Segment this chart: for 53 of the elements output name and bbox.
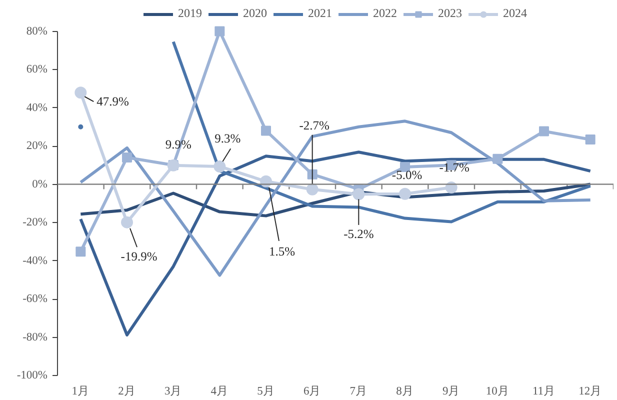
data-label: -19.9% <box>120 249 158 264</box>
data-label: -2.7% <box>299 118 330 132</box>
x-tick-label: 11月 <box>532 384 556 398</box>
line-series <box>79 150 592 336</box>
point <box>261 126 271 136</box>
point <box>352 188 365 200</box>
y-tick-label: 60% <box>26 64 48 76</box>
data-label: 1.5% <box>268 244 296 258</box>
x-tick-label: 9月 <box>442 384 460 398</box>
x-tick-label: 7月 <box>350 384 368 398</box>
point <box>585 134 596 145</box>
point <box>539 126 549 136</box>
y-tick-label: -40% <box>22 254 48 267</box>
legend-label: 2022 <box>373 6 397 21</box>
point <box>214 160 226 172</box>
point <box>214 26 225 36</box>
data-label: 47.9% <box>96 94 129 109</box>
point <box>76 246 86 257</box>
x-tick-label: 6月 <box>303 384 322 398</box>
x-tick-label: 5月 <box>257 384 275 398</box>
point <box>122 152 132 162</box>
data-label: -5.0% <box>392 168 422 182</box>
y-tick-label: 20% <box>26 140 48 152</box>
y-tick-label: -80% <box>22 331 48 344</box>
x-tick-label: 2月 <box>118 384 136 398</box>
legend-label: 2024 <box>503 6 527 21</box>
y-tick-label: -20% <box>22 216 48 229</box>
y-tick-label: -60% <box>22 293 48 306</box>
y-tick-label: 80% <box>26 25 48 38</box>
legend-label: 2023 <box>438 6 462 21</box>
point <box>492 154 503 164</box>
data-label: -1.7% <box>439 160 470 175</box>
legend-label: 2019 <box>178 6 202 21</box>
legend-label: 2020 <box>243 6 267 21</box>
point <box>399 188 411 200</box>
point <box>78 124 84 130</box>
y-tick-label: 40% <box>26 102 48 114</box>
data-label: -5.2% <box>344 227 374 242</box>
x-tick-label: 10月 <box>486 384 510 398</box>
x-tick-label: 1月 <box>72 384 90 398</box>
data-label: 9.3% <box>214 131 241 146</box>
x-tick-label: 3月 <box>164 384 182 398</box>
y-tick-label: -100% <box>16 370 48 382</box>
point <box>306 183 318 196</box>
point <box>121 216 133 228</box>
line-series <box>79 120 592 277</box>
x-tick-label: 12月 <box>578 384 602 398</box>
data-label: 9.9% <box>165 137 192 152</box>
point <box>74 86 87 99</box>
x-tick-label: 8月 <box>396 384 414 398</box>
x-tick-label: 4月 <box>210 384 229 398</box>
y-tick-label: 0% <box>32 178 48 190</box>
legend-label: 2021 <box>308 6 332 21</box>
